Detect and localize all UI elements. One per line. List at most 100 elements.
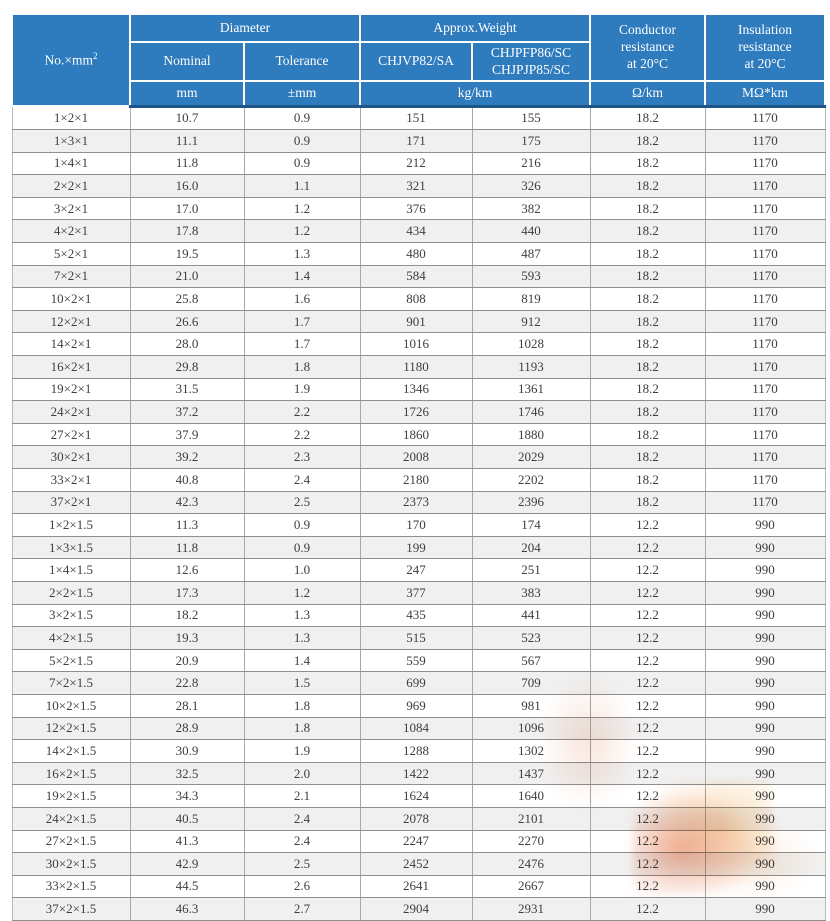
cell-nominal-diameter: 12.6: [129, 558, 245, 582]
cell-conductor-resistance: 12.2: [589, 784, 706, 808]
cell-weight-chjvp82: 901: [359, 309, 473, 334]
cell-insulation-resistance: 990: [704, 648, 826, 673]
cell-size: 30×2×1.5: [11, 852, 131, 876]
cell-nominal-diameter: 16.0: [129, 174, 245, 198]
cell-weight-chjvp82: 2180: [359, 468, 473, 492]
cell-conductor-resistance: 18.2: [589, 445, 706, 469]
cell-weight-chjpfp86: 2396: [471, 490, 591, 515]
cell-weight-chjvp82: 584: [359, 264, 473, 289]
cell-tolerance: 1.7: [243, 309, 361, 334]
table-row: 7×2×1 21.0 1.4 584 593 18.2 1170: [11, 264, 826, 289]
cell-conductor-resistance: 18.2: [589, 332, 706, 357]
table-row: 7×2×1.5 22.8 1.5 699 709 12.2 990: [11, 671, 826, 695]
cell-conductor-resistance: 12.2: [589, 852, 706, 876]
cell-nominal-diameter: 11.8: [129, 151, 245, 176]
cell-insulation-resistance: 1170: [704, 174, 826, 198]
cell-weight-chjpfp86: 383: [471, 580, 591, 605]
table-row: 4×2×1 17.8 1.2 434 440 18.2 1170: [11, 219, 826, 244]
cell-tolerance: 2.2: [243, 400, 361, 424]
cell-weight-chjvp82: 434: [359, 219, 473, 244]
table-row: 30×2×1 39.2 2.3 2008 2029 18.2 1170: [11, 445, 826, 469]
table-row: 27×2×1.5 41.3 2.4 2247 2270 12.2 990: [11, 829, 826, 854]
cell-conductor-resistance: 12.2: [589, 558, 706, 582]
cell-nominal-diameter: 25.8: [129, 287, 245, 311]
cell-weight-chjpfp86: 1096: [471, 716, 591, 741]
cell-tolerance: 1.3: [243, 626, 361, 650]
cell-nominal-diameter: 28.1: [129, 693, 245, 718]
cell-weight-chjvp82: 321: [359, 174, 473, 198]
cell-tolerance: 1.6: [243, 287, 361, 311]
cell-weight-chjpfp86: 2202: [471, 468, 591, 492]
cell-tolerance: 2.5: [243, 852, 361, 876]
weight-col2-line-2: CHJPJP85/SC: [491, 61, 571, 77]
cell-nominal-diameter: 10.7: [129, 105, 245, 131]
table-row: 3×2×1.5 18.2 1.3 435 441 12.2 990: [11, 603, 826, 628]
cell-nominal-diameter: 21.0: [129, 264, 245, 289]
cell-weight-chjpfp86: 2476: [471, 852, 591, 876]
table-row: 16×2×1.5 32.5 2.0 1422 1437 12.2 990: [11, 761, 826, 786]
col-group-approx-weight: Approx.Weight: [359, 13, 592, 43]
cell-weight-chjvp82: 969: [359, 693, 473, 718]
header-row-groups: No.×mm2 Diameter Approx.Weight Conductor…: [11, 13, 827, 107]
cell-insulation-resistance: 990: [704, 874, 826, 899]
cell-insulation-resistance: 990: [704, 671, 826, 695]
cell-conductor-resistance: 12.2: [589, 716, 706, 741]
cell-insulation-resistance: 990: [704, 739, 826, 763]
table-row: 5×2×1.5 20.9 1.4 559 567 12.2 990: [11, 648, 826, 673]
unit-mohm-km: MΩ*km: [704, 80, 827, 108]
cell-nominal-diameter: 11.8: [129, 535, 245, 560]
cell-nominal-diameter: 29.8: [129, 355, 245, 379]
cell-insulation-resistance: 1170: [704, 264, 826, 289]
cell-conductor-resistance: 12.2: [589, 761, 706, 786]
cell-nominal-diameter: 19.3: [129, 626, 245, 650]
cell-insulation-resistance: 1170: [704, 400, 826, 424]
cell-nominal-diameter: 44.5: [129, 874, 245, 899]
cell-weight-chjvp82: 2078: [359, 806, 473, 831]
cell-weight-chjpfp86: 1302: [471, 739, 591, 763]
cell-weight-chjpfp86: 1028: [471, 332, 591, 357]
cell-weight-chjpfp86: 1746: [471, 400, 591, 424]
cell-nominal-diameter: 17.0: [129, 196, 245, 221]
cell-weight-chjvp82: 2247: [359, 829, 473, 854]
cell-weight-chjvp82: 2904: [359, 897, 473, 921]
cell-nominal-diameter: 22.8: [129, 671, 245, 695]
unit-kg-km: kg/km: [359, 80, 592, 108]
cell-tolerance: 1.2: [243, 196, 361, 221]
table-row: 10×2×1.5 28.1 1.8 969 981 12.2 990: [11, 693, 826, 718]
cell-size: 1×3×1: [11, 129, 131, 153]
col-header-weight-chjpfp86: CHJPFP86/SC CHJPJP85/SC: [471, 41, 592, 82]
table-row: 3×2×1 17.0 1.2 376 382 18.2 1170: [11, 196, 826, 221]
cell-weight-chjpfp86: 440: [471, 219, 591, 244]
cell-insulation-resistance: 990: [704, 829, 826, 854]
cell-tolerance: 2.6: [243, 874, 361, 899]
table-row: 30×2×1.5 42.9 2.5 2452 2476 12.2 990: [11, 852, 826, 876]
cell-weight-chjvp82: 1422: [359, 761, 473, 786]
cell-conductor-resistance: 12.2: [589, 874, 706, 899]
cell-conductor-resistance: 12.2: [589, 580, 706, 605]
cell-weight-chjpfp86: 1880: [471, 422, 591, 447]
conductor-line-2: resistance: [620, 39, 675, 55]
cell-size: 16×2×1.5: [11, 761, 131, 786]
cell-weight-chjvp82: 435: [359, 603, 473, 628]
cell-weight-chjvp82: 515: [359, 626, 473, 650]
cell-weight-chjpfp86: 175: [471, 129, 591, 153]
cell-nominal-diameter: 32.5: [129, 761, 245, 786]
cell-weight-chjvp82: 1726: [359, 400, 473, 424]
cell-size: 2×2×1.5: [11, 580, 131, 605]
cell-tolerance: 0.9: [243, 151, 361, 176]
cell-conductor-resistance: 12.2: [589, 806, 706, 831]
cell-nominal-diameter: 42.3: [129, 490, 245, 515]
cell-size: 1×4×1.5: [11, 558, 131, 582]
cell-insulation-resistance: 1170: [704, 105, 826, 131]
cell-nominal-diameter: 20.9: [129, 648, 245, 673]
table-row: 1×4×1 11.8 0.9 212 216 18.2 1170: [11, 151, 826, 176]
cell-weight-chjvp82: 559: [359, 648, 473, 673]
cell-weight-chjvp82: 2452: [359, 852, 473, 876]
cell-weight-chjvp82: 808: [359, 287, 473, 311]
cell-conductor-resistance: 18.2: [589, 468, 706, 492]
cell-tolerance: 1.9: [243, 377, 361, 402]
table-header: No.×mm2 Diameter Approx.Weight Conductor…: [11, 13, 827, 108]
cell-size: 10×2×1.5: [11, 693, 131, 718]
cell-tolerance: 2.4: [243, 829, 361, 854]
cell-weight-chjpfp86: 2667: [471, 874, 591, 899]
